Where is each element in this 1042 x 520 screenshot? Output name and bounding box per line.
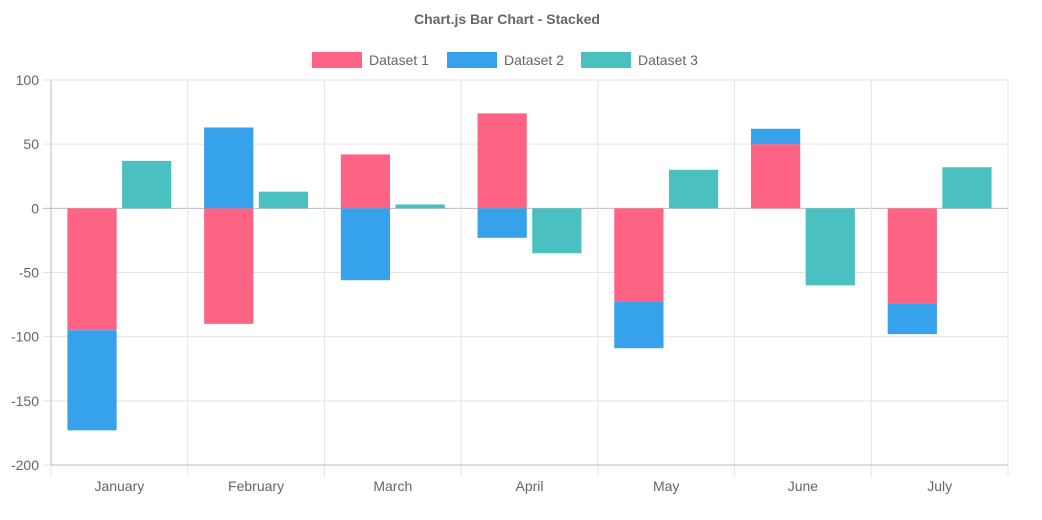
bar-dataset-1-june[interactable]	[750, 144, 801, 209]
y-tick-label: 50	[23, 136, 39, 152]
y-tick-label: -100	[11, 329, 39, 345]
bar-dataset-1-may[interactable]	[614, 208, 664, 303]
bar-dataset-1-july[interactable]	[887, 208, 937, 304]
bar-dataset-3-january[interactable]	[122, 160, 172, 209]
x-axis: January February March April May June July	[94, 478, 952, 494]
y-axis: 100 50 0 -50 -100 -150 -200	[11, 72, 1008, 473]
bars	[67, 113, 992, 431]
bar-dataset-1-february[interactable]	[204, 208, 254, 324]
bar-dataset-1-march[interactable]	[340, 154, 391, 209]
legend: Dataset 1 Dataset 2 Dataset 3	[312, 52, 698, 68]
bar-dataset-2-april[interactable]	[477, 208, 527, 238]
bar-dataset-2-may[interactable]	[614, 302, 664, 349]
x-tick-label: February	[228, 478, 284, 494]
bar-dataset-3-may[interactable]	[668, 169, 719, 209]
bar-dataset-2-june[interactable]	[750, 128, 801, 145]
x-tick-label: January	[94, 478, 144, 494]
bar-dataset-2-february[interactable]	[204, 127, 254, 209]
chart-title: Chart.js Bar Chart - Stacked	[414, 11, 600, 27]
x-tick-label: July	[927, 478, 952, 494]
bar-dataset-2-march[interactable]	[340, 208, 391, 281]
legend-swatch-2[interactable]	[447, 52, 497, 68]
bar-dataset-3-march[interactable]	[395, 204, 445, 209]
y-tick-label: -200	[11, 457, 39, 473]
x-tick-label: May	[653, 478, 679, 494]
grid-lines	[43, 79, 1009, 477]
legend-label-3[interactable]: Dataset 3	[638, 52, 698, 68]
legend-swatch-1[interactable]	[312, 52, 362, 68]
legend-label-2[interactable]: Dataset 2	[504, 52, 564, 68]
bar-dataset-3-april[interactable]	[532, 208, 582, 254]
bar-dataset-2-january[interactable]	[67, 330, 117, 431]
bar-dataset-2-july[interactable]	[887, 303, 937, 335]
y-tick-label: -50	[19, 265, 39, 281]
x-tick-label: April	[515, 478, 543, 494]
bar-dataset-1-april[interactable]	[477, 113, 527, 209]
y-tick-label: -150	[11, 393, 39, 409]
legend-swatch-3[interactable]	[581, 52, 631, 68]
x-tick-label: March	[373, 478, 412, 494]
bar-dataset-3-july[interactable]	[942, 167, 992, 209]
y-tick-label: 100	[16, 72, 40, 88]
y-tick-label: 0	[31, 200, 39, 216]
legend-label-1[interactable]: Dataset 1	[369, 52, 429, 68]
bar-dataset-3-june[interactable]	[805, 208, 855, 286]
x-tick-label: June	[788, 478, 819, 494]
bar-dataset-1-january[interactable]	[67, 208, 117, 331]
bar-dataset-3-february[interactable]	[258, 191, 309, 209]
